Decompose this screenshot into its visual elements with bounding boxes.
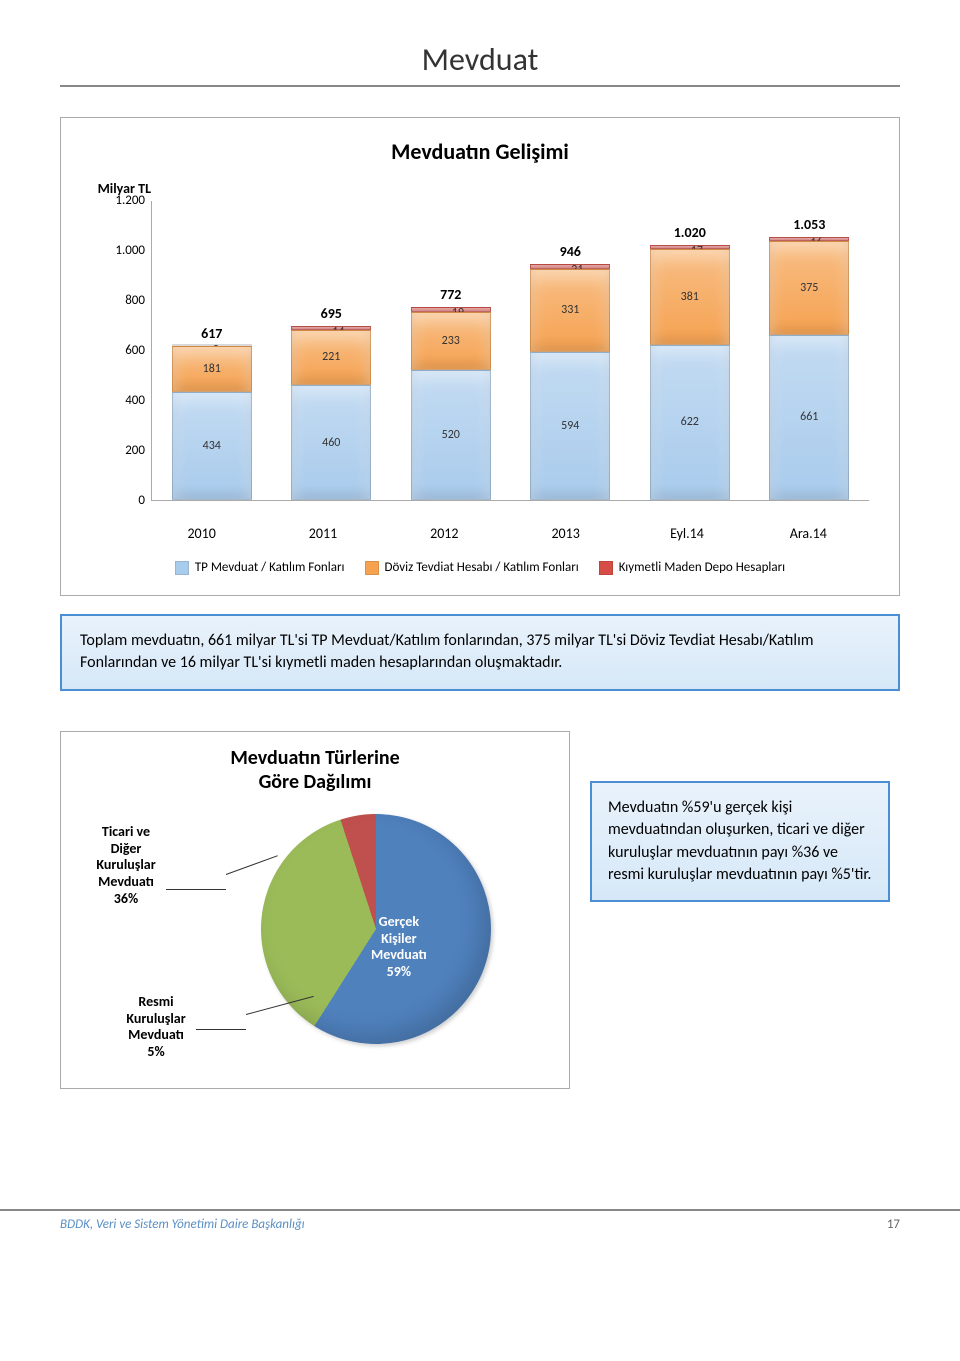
bar-plot-area: 6172181434695142214607721923352094621331… [151, 201, 869, 501]
bar-total-label: 772 [411, 286, 491, 303]
bar-total-label: 1.020 [650, 224, 730, 241]
chart-legend: TP Mevduat / Katılım Fonları Döviz Tevdia… [91, 560, 869, 575]
y-tick: 400 [125, 393, 145, 408]
bar-segment-label: 520 [412, 428, 490, 442]
bar-chart-title: Mevduatın Gelişimi [91, 138, 869, 165]
bar-column: 6172181434 [172, 344, 252, 500]
bar-column: 94621331594 [530, 264, 610, 501]
pie-chart-container: Mevduatın Türlerine Göre Dağılımı Gerçek… [60, 731, 570, 1089]
page-footer: BDDK, Veri ve Sistem Yönetimi Daire Başk… [0, 1209, 960, 1252]
bar-segment: 594 [530, 352, 610, 501]
y-tick: 0 [138, 493, 145, 508]
bar-segment-label: 594 [531, 419, 609, 433]
legend-swatch [599, 561, 613, 575]
bar-segment-label: 181 [173, 362, 251, 376]
y-tick: 600 [125, 343, 145, 358]
bar-segment-label: 233 [412, 334, 490, 348]
bar-segment: 181 [172, 346, 252, 391]
bar-segment-label: 434 [173, 439, 251, 453]
x-axis-labels: 2010 2011 2012 2013 Eyl.14 Ara.14 [141, 525, 869, 542]
x-tick: Eyl.14 [647, 525, 727, 542]
bar-total-label: 617 [172, 325, 252, 342]
bar-segment: 233 [411, 312, 491, 370]
legend-item: TP Mevduat / Katılım Fonları [175, 560, 345, 575]
pie-chart-title: Mevduatın Türlerine Göre Dağılımı [81, 746, 549, 794]
leader-line [196, 1029, 246, 1030]
bar-segment-label: 331 [531, 303, 609, 317]
bar-segment: 520 [411, 370, 491, 500]
bar-segment-label: 661 [770, 410, 848, 424]
pie-slice-label-0: GerçekKişilerMevduatı59% [371, 914, 427, 981]
bar-total-label: 946 [530, 243, 610, 260]
x-tick: 2010 [162, 525, 242, 542]
legend-label: TP Mevduat / Katılım Fonları [195, 560, 345, 575]
legend-label: Döviz Tevdiat Hesabı / Katılım Fonları [385, 560, 579, 575]
bar-segment: 460 [291, 385, 371, 500]
x-tick: Ara.14 [768, 525, 848, 542]
x-tick: 2011 [283, 525, 363, 542]
bar-column: 1.05316375661 [769, 237, 849, 500]
x-tick: 2013 [526, 525, 606, 542]
bar-total-label: 1.053 [769, 216, 849, 233]
legend-item: Döviz Tevdiat Hesabı / Katılım Fonları [365, 560, 579, 575]
bar-segment: 622 [650, 345, 730, 501]
bar-column: 69514221460 [291, 326, 371, 500]
bar-segment: 221 [291, 330, 371, 385]
bar-segment-label: 375 [770, 281, 848, 295]
pie-slice-label-2: ResmiKuruluşlarMevduatı5% [111, 994, 201, 1061]
bar-segment-label: 460 [292, 436, 370, 450]
bar-column: 1.02017381622 [650, 245, 730, 500]
bar-segment-label: 221 [292, 350, 370, 364]
y-tick: 1.000 [115, 243, 145, 258]
x-tick: 2012 [404, 525, 484, 542]
legend-label: Kıymetli Maden Depo Hesapları [619, 560, 785, 575]
y-tick: 200 [125, 443, 145, 458]
pie-slice-label-1: Ticari veDiğerKuruluşlarMevduatı36% [81, 824, 171, 908]
leader-line [226, 855, 278, 875]
bar-segment: 375 [769, 241, 849, 335]
footer-text: BDDK, Veri ve Sistem Yönetimi Daire Başk… [60, 1217, 305, 1232]
bar-total-label: 695 [291, 305, 371, 322]
y-tick: 1.200 [115, 193, 145, 208]
bar-segment: 434 [172, 392, 252, 501]
page-number: 17 [887, 1217, 900, 1232]
y-tick: 800 [125, 293, 145, 308]
summary-note-2: Mevduatın %59'u gerçek kişi mevduatından… [590, 781, 890, 903]
bar-segment-label: 622 [651, 415, 729, 429]
legend-swatch [365, 561, 379, 575]
bar-segment-label: 381 [651, 290, 729, 304]
legend-item: Kıymetli Maden Depo Hesapları [599, 560, 785, 575]
legend-swatch [175, 561, 189, 575]
pie-chart-area: GerçekKişilerMevduatı59% Ticari veDiğerK… [81, 804, 551, 1064]
bar-segment: 661 [769, 335, 849, 500]
bar-chart-container: Mevduatın Gelişimi Milyar TL 1.2001.0008… [60, 117, 900, 596]
leader-line [166, 889, 226, 890]
bar-segment: 381 [650, 249, 730, 344]
page-title: Mevduat [60, 40, 900, 87]
bar-segment: 331 [530, 269, 610, 352]
summary-note-1: Toplam mevduatın, 661 milyar TL'si TP Me… [60, 614, 900, 691]
bar-column: 77219233520 [411, 307, 491, 500]
